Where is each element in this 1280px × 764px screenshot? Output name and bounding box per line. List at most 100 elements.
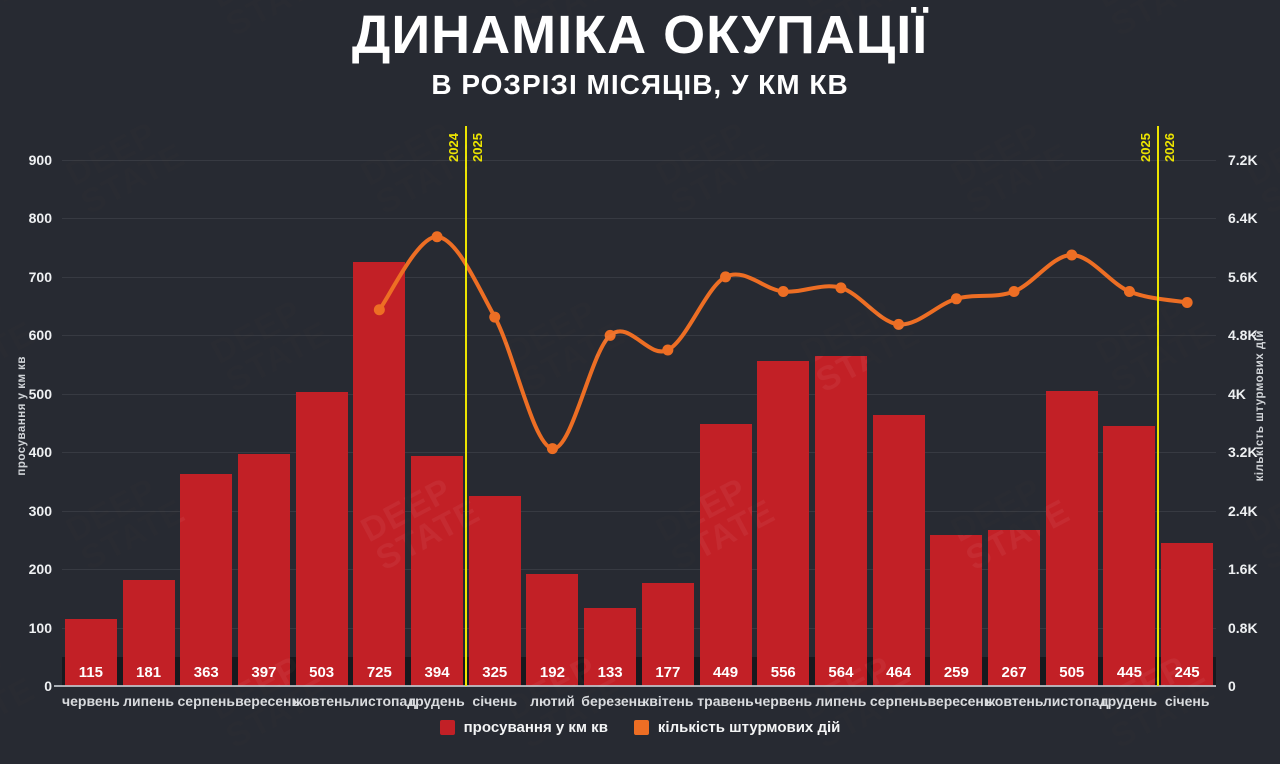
right-axis-tick: 4.8K (1228, 327, 1258, 344)
bar: 192 (526, 573, 579, 686)
bar-value-label: 363 (193, 664, 219, 681)
month-label: жовтень (985, 693, 1044, 709)
month-label: грудень (409, 693, 465, 709)
right-axis-tick: 0.8K (1228, 619, 1258, 636)
line-marker (662, 344, 674, 356)
line-marker (431, 231, 443, 243)
bar-value-label: 267 (1001, 664, 1027, 681)
bar-value-label: 259 (943, 664, 969, 681)
chart-plot-area: 0 100 200 300 400 500 600 700 800 900 0 0.8K 1.6K 2.4… (29, 126, 1258, 709)
left-axis-tick: 200 (28, 561, 52, 578)
chart-subtitle: В РОЗРІЗІ МІСЯЦІВ, У КМ КВ (431, 69, 849, 100)
right-axis-tick: 4K (1228, 385, 1246, 402)
legend-swatch (633, 720, 649, 735)
gridline (62, 569, 1216, 571)
line-marker (720, 271, 732, 283)
month-label: липень (123, 693, 174, 709)
bar-value-label: 445 (1116, 664, 1142, 681)
line-marker (546, 443, 558, 455)
bar: 445 (1103, 425, 1156, 686)
gridline (62, 393, 1216, 395)
year-label-right: 2026 (1162, 133, 1178, 162)
gridline (62, 218, 1216, 220)
line-marker (1181, 296, 1193, 308)
left-axis-tick: 100 (28, 619, 52, 636)
bar-value-label: 503 (309, 664, 335, 681)
year-label-left: 2025 (1138, 133, 1154, 162)
bar-value-label: 177 (655, 664, 681, 681)
bar: 133 (584, 608, 637, 686)
legend-label: кількість штурмових дій (657, 719, 841, 736)
month-label: вересень (235, 693, 301, 709)
right-axis-tick: 6.4K (1228, 210, 1258, 227)
line-marker (373, 304, 385, 316)
bar: 449 (699, 423, 752, 686)
left-axis-tick: 500 (28, 385, 52, 402)
left-axis-tick: 400 (28, 444, 52, 461)
year-label-left: 2024 (445, 133, 461, 162)
year-label-right: 2025 (469, 133, 485, 162)
month-label: травень (697, 693, 754, 709)
bar-value-label: 133 (597, 664, 623, 681)
assault-actions-line (377, 234, 1190, 451)
month-label: лютий (530, 693, 575, 709)
line-marker (489, 311, 501, 323)
gridline (62, 452, 1216, 454)
month-label: жовтень (292, 693, 352, 709)
line-marker (1066, 249, 1078, 261)
bar: 325 (468, 496, 521, 686)
bar-value-label: 397 (251, 664, 277, 681)
left-axis-tick: 800 (28, 210, 52, 227)
right-axis-tick: 2.4K (1228, 502, 1258, 519)
year-divider-line (1157, 126, 1160, 686)
right-axis-tick: 7.2K (1228, 152, 1258, 168)
month-label: листопад (1042, 693, 1109, 709)
bar: 245 (1161, 542, 1214, 686)
x-axis-line (54, 685, 1216, 687)
gridline (62, 276, 1216, 278)
month-label: вересень (927, 693, 993, 709)
month-label: січень (1164, 693, 1210, 709)
bar-value-label: 464 (886, 664, 912, 681)
bar-value-label: 325 (482, 664, 508, 681)
bar-value-label: 556 (770, 664, 796, 681)
assault-actions-line-layer (373, 231, 1193, 455)
bar-value-label: 245 (1174, 664, 1200, 681)
bar-value-label: 192 (539, 664, 565, 681)
line-marker (835, 282, 847, 294)
line-marker (950, 293, 962, 305)
right-axis-tick: 5.6K (1228, 268, 1258, 285)
deepstate-watermark: DEEP STATE (1239, 470, 1280, 579)
line-marker (1123, 286, 1135, 297)
line-marker (777, 286, 789, 297)
right-axis-tick: 0 (1228, 678, 1236, 694)
left-axis-tick: 900 (28, 152, 52, 168)
legend-item: просування у км кв (439, 719, 608, 736)
line-marker (1008, 286, 1020, 297)
bar: 503 (295, 392, 348, 686)
bar: 397 (237, 453, 290, 686)
month-label: грудень (1101, 693, 1158, 709)
deepstate-watermark: DEEP STATE (1239, 470, 1280, 579)
month-label: липень (815, 693, 867, 709)
left-axis-tick: 0 (44, 678, 52, 694)
bar: 363 (180, 473, 233, 686)
bar-value-label: 505 (1059, 664, 1085, 681)
month-label: серпень (177, 693, 235, 709)
bar-value-label: 725 (366, 664, 392, 681)
month-label: листопад (350, 693, 417, 709)
bar: 564 (814, 356, 867, 686)
year-divider-line (464, 126, 467, 686)
bar: 267 (988, 529, 1041, 686)
bar-value-label: 115 (78, 664, 103, 681)
gridline (62, 510, 1216, 512)
bar: 505 (1045, 390, 1098, 686)
bar: 464 (872, 414, 925, 686)
left-axis-tick: 300 (28, 502, 52, 519)
month-label: червень (62, 693, 120, 709)
legend-label: просування у км кв (463, 719, 608, 736)
bar-value-label: 564 (828, 664, 854, 681)
chart-header: ДИНАМІКА ОКУПАЦІЇ В РОЗРІЗІ МІСЯЦІВ, У К… (0, 4, 1280, 101)
bar: 725 (353, 262, 406, 686)
chart-title: ДИНАМІКА ОКУПАЦІЇ (351, 5, 929, 65)
